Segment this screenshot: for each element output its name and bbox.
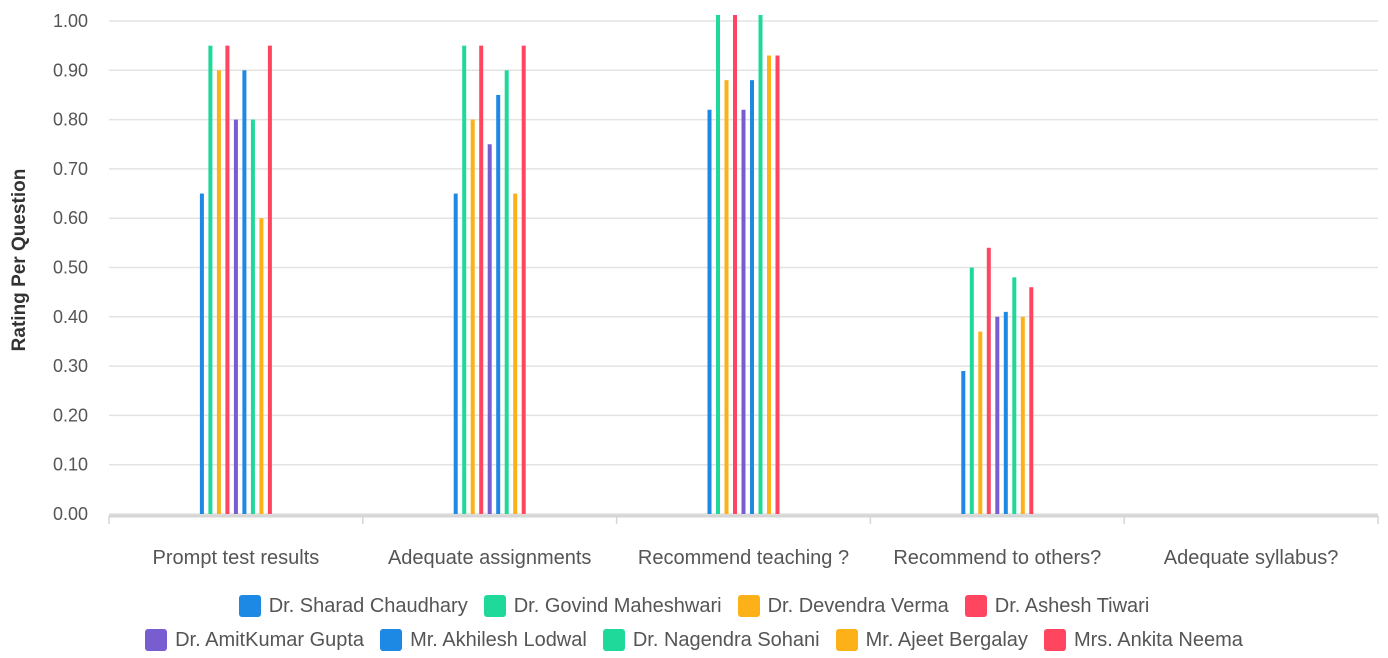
x-tick-label: Recommend to others?: [893, 547, 1101, 569]
legend-swatch: [737, 595, 760, 617]
legend: Dr. Sharad Chaudhary Dr. Govind Maheshwar…: [0, 590, 1388, 658]
legend-item[interactable]: Dr. Govind Maheshwari: [483, 594, 722, 618]
bar[interactable]: [208, 45, 213, 515]
legend-label: Mrs. Ankita Neema: [1073, 628, 1243, 651]
bar[interactable]: [1012, 277, 1017, 514]
bar[interactable]: [462, 45, 467, 515]
y-tick-label: 0.50: [53, 258, 88, 278]
y-tick-label: 0.20: [53, 405, 88, 425]
legend-swatch: [483, 595, 506, 617]
y-tick-label: 0.90: [53, 60, 88, 80]
y-tick-label: 0.40: [53, 307, 88, 327]
bar[interactable]: [496, 94, 501, 514]
legend-swatch: [380, 629, 403, 651]
bar[interactable]: [1029, 287, 1034, 514]
bar[interactable]: [724, 80, 729, 514]
bar[interactable]: [707, 109, 712, 515]
legend-swatch: [145, 629, 168, 651]
legend-label: Dr. Nagendra Sohani: [632, 628, 820, 651]
legend-item[interactable]: Dr. AmitKumar Gupta: [145, 629, 364, 652]
legend-item[interactable]: Mr. Ajeet Bergalay: [835, 628, 1028, 652]
legend-label: Dr. Sharad Chaudhary: [268, 594, 468, 617]
legend-swatch: [238, 595, 261, 617]
bar[interactable]: [767, 55, 771, 514]
bar[interactable]: [969, 267, 974, 515]
legend-label: Mr. Ajeet Bergalay: [865, 628, 1028, 651]
legend-label: Dr. Devendra Verma: [767, 594, 949, 617]
y-tick-label: 0.80: [53, 110, 88, 130]
bar[interactable]: [225, 45, 230, 515]
bar[interactable]: [978, 331, 983, 514]
legend-label: Dr. Govind Maheshwari: [513, 594, 722, 617]
legend-row: Dr. Sharad Chaudhary Dr. Govind Maheshwar…: [0, 590, 1388, 622]
x-tick-label: Prompt test results: [153, 547, 320, 569]
legend-label: Mr. Akhilesh Lodwal: [410, 628, 587, 651]
bar[interactable]: [504, 70, 509, 515]
y-tick-label: 0.10: [53, 455, 88, 475]
legend-swatch: [1043, 629, 1066, 651]
bar[interactable]: [199, 193, 204, 515]
x-tick-label: Adequate syllabus?: [1164, 547, 1339, 569]
bar[interactable]: [250, 119, 255, 514]
bar[interactable]: [1003, 311, 1008, 514]
legend-item[interactable]: Dr. Nagendra Sohani: [602, 628, 820, 652]
bar[interactable]: [961, 371, 966, 514]
y-tick-label: 1.00: [53, 11, 88, 31]
y-tick-label: 0.70: [53, 159, 88, 179]
legend-item[interactable]: Dr. Devendra Verma: [737, 594, 949, 618]
legend-item[interactable]: Mrs. Ankita Neema: [1043, 628, 1243, 652]
legend-swatch: [964, 595, 987, 617]
legend-item[interactable]: Dr. Sharad Chaudhary: [238, 594, 468, 618]
bar[interactable]: [242, 70, 247, 515]
y-axis-label: Rating Per Question: [9, 169, 30, 352]
legend-item[interactable]: Mr. Akhilesh Lodwal: [380, 629, 587, 652]
bar[interactable]: [259, 218, 264, 514]
bar[interactable]: [479, 45, 484, 515]
bar[interactable]: [716, 15, 720, 514]
bar[interactable]: [470, 119, 475, 514]
bar[interactable]: [775, 55, 780, 514]
bar[interactable]: [1020, 316, 1025, 514]
x-axis: Prompt test results Adequate assignments R…: [108, 514, 1379, 569]
legend-label: Dr. AmitKumar Gupta: [175, 628, 365, 651]
bar[interactable]: [733, 15, 737, 514]
legend-swatch: [602, 629, 625, 651]
bar[interactable]: [233, 119, 238, 514]
bars: [199, 15, 1034, 515]
bar[interactable]: [741, 109, 746, 515]
bar[interactable]: [487, 144, 492, 514]
bar[interactable]: [216, 70, 221, 515]
bar[interactable]: [750, 80, 754, 514]
x-tick-label: Recommend teaching ?: [638, 547, 849, 569]
x-tick-label: Adequate assignments: [388, 547, 591, 569]
y-axis-ticks: 0.00 0.10 0.20 0.30 0.40 0.50 0.60 0.70 0.80 0.90…: [53, 11, 88, 524]
bar[interactable]: [521, 45, 526, 515]
legend-swatch: [835, 629, 858, 651]
legend-label: Dr. Ashesh Tiwari: [994, 594, 1150, 617]
bar[interactable]: [758, 15, 763, 514]
bar[interactable]: [453, 193, 458, 515]
y-tick-label: 0.60: [53, 208, 88, 228]
bar[interactable]: [995, 316, 1000, 514]
y-tick-label: 0.30: [53, 356, 88, 376]
legend-row: Dr. AmitKumar Gupta Mr. Akhilesh Lodwal Dr…: [0, 624, 1388, 656]
y-tick-label: 0.00: [53, 504, 88, 524]
bar[interactable]: [986, 247, 991, 514]
legend-item[interactable]: Dr. Ashesh Tiwari: [964, 594, 1150, 618]
bar[interactable]: [267, 45, 272, 515]
bar[interactable]: [513, 193, 518, 515]
